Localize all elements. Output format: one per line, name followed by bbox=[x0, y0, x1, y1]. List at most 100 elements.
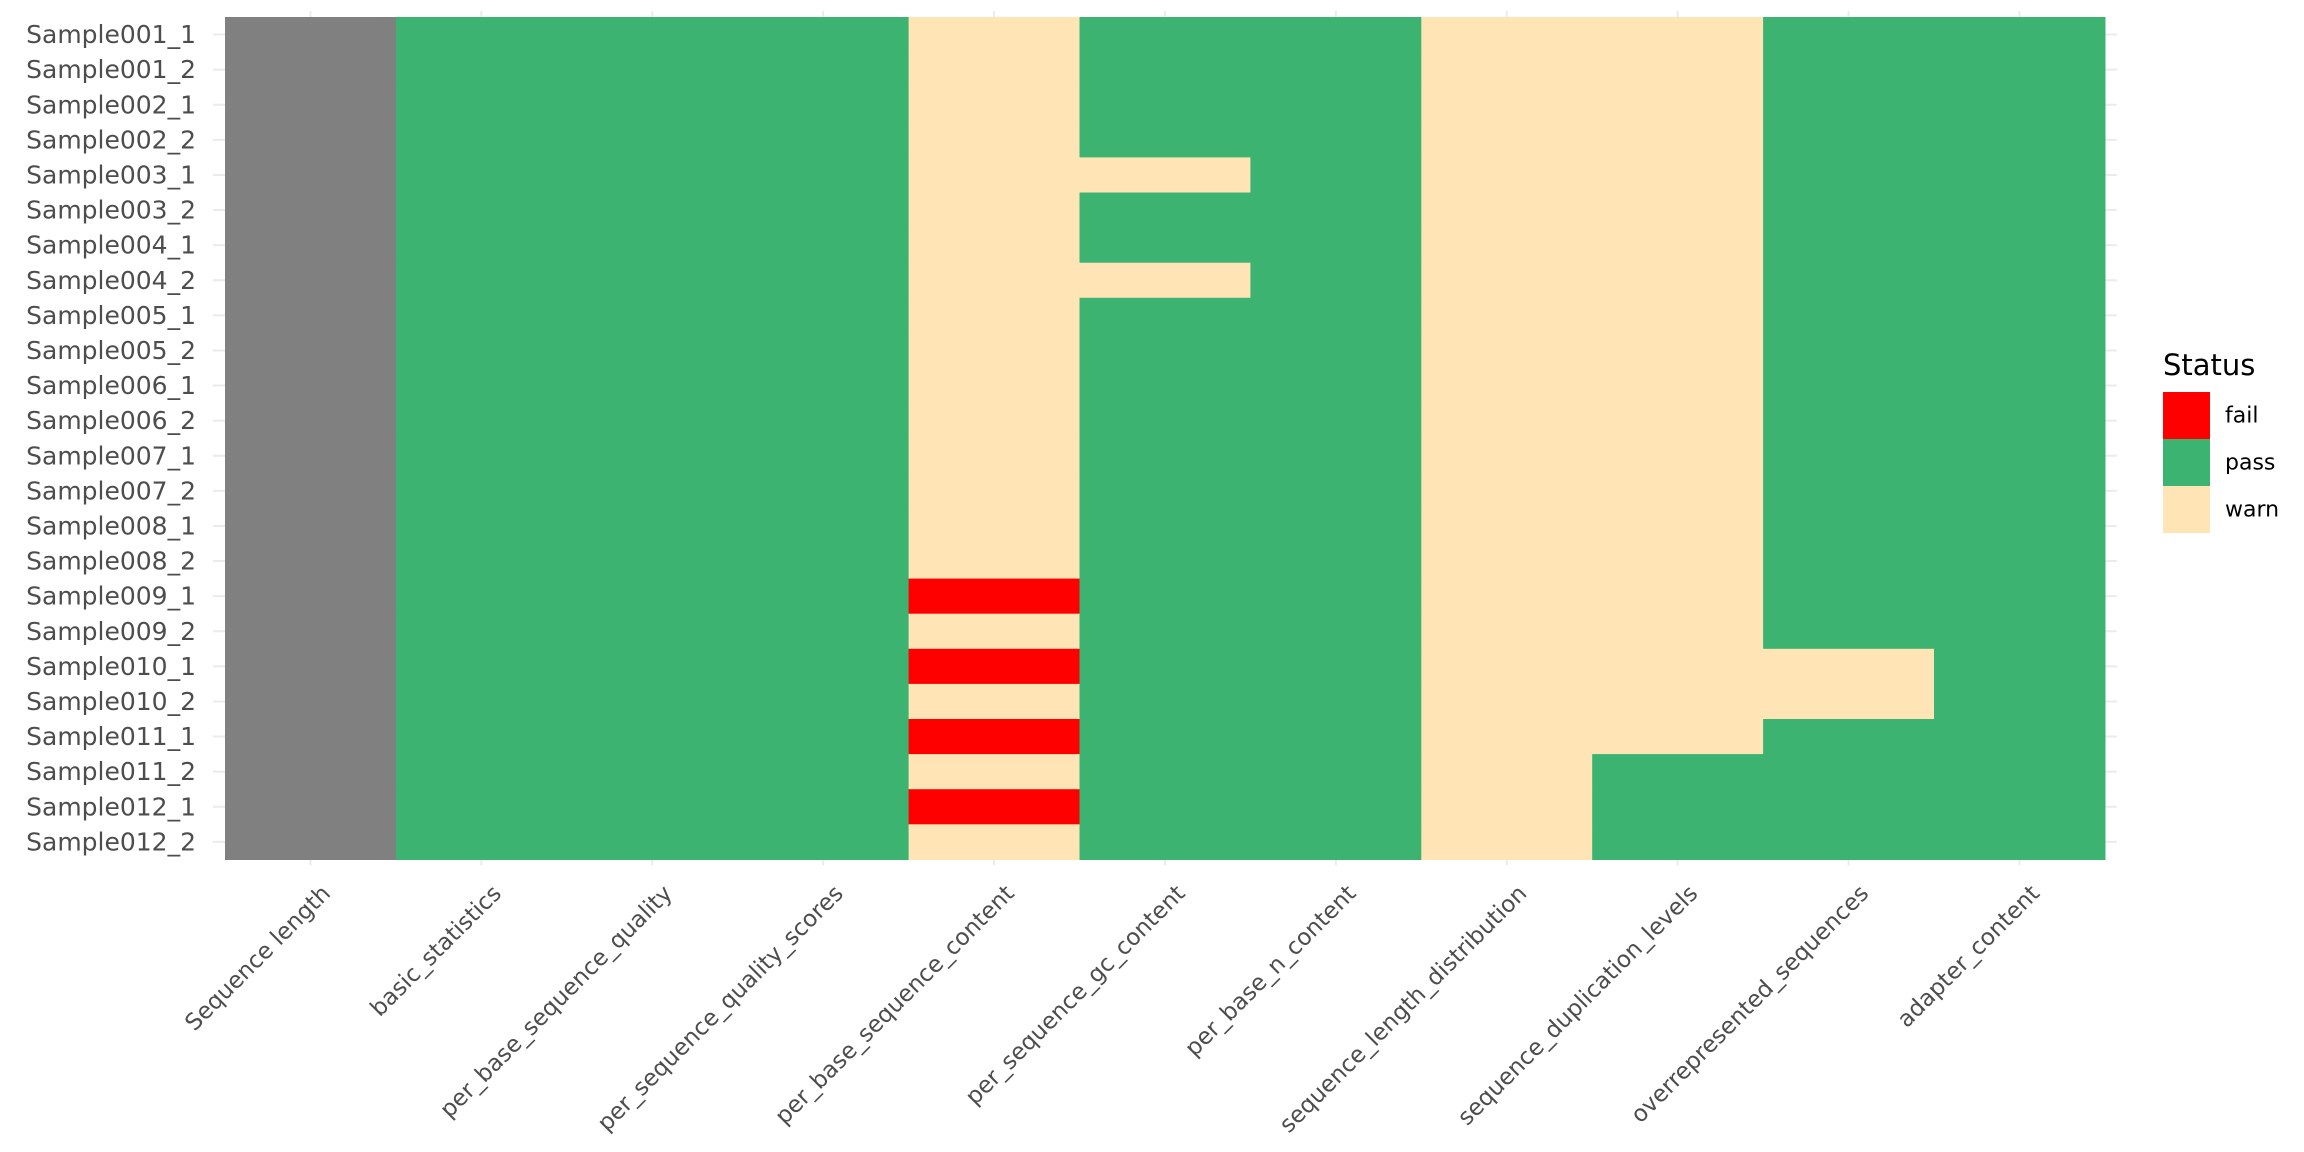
heatmap-cell bbox=[1250, 227, 1422, 264]
heatmap-cell bbox=[1421, 332, 1593, 369]
heatmap-cell bbox=[908, 122, 1081, 158]
x-tick-labels: Sequence length basic_statistics per_base_… bbox=[180, 881, 2045, 1139]
heatmap-cell bbox=[225, 508, 397, 545]
heatmap-cell bbox=[1763, 297, 1935, 334]
heatmap-cell bbox=[1763, 754, 1935, 790]
heatmap-cell bbox=[1421, 648, 1593, 685]
heatmap-cell bbox=[395, 157, 568, 194]
heatmap-cell bbox=[908, 578, 1081, 615]
heatmap-cell bbox=[1421, 157, 1593, 194]
heatmap-cell bbox=[1421, 578, 1593, 615]
heatmap-cell bbox=[1421, 683, 1593, 720]
heatmap-cell bbox=[566, 578, 739, 615]
heatmap-cell bbox=[737, 332, 910, 369]
y-tick-labels: Sample001_1 Sample001_2 Sample002_1 Sample0… bbox=[26, 20, 196, 856]
heatmap-cell bbox=[1763, 403, 1935, 439]
heatmap-cell bbox=[1079, 754, 1251, 790]
heatmap-cell bbox=[1763, 578, 1935, 615]
heatmap-cell bbox=[908, 719, 1081, 755]
heatmap-cell bbox=[395, 719, 568, 755]
heatmap-cell bbox=[1079, 297, 1251, 334]
heatmap-cell bbox=[1763, 87, 1935, 123]
legend-key-fail bbox=[2163, 392, 2210, 439]
heatmap-cell bbox=[1934, 543, 2106, 580]
heatmap-cell bbox=[1934, 368, 2106, 404]
heatmap-cell bbox=[1079, 719, 1251, 755]
heatmap-cell bbox=[1592, 403, 1764, 439]
legend-label-pass: pass bbox=[2225, 451, 2275, 476]
heatmap-cell bbox=[908, 754, 1081, 790]
heatmap-cell bbox=[1421, 543, 1593, 580]
heatmap-cell bbox=[1592, 683, 1764, 720]
heatmap-cell bbox=[737, 613, 910, 650]
y-tick-label: Sample006_2 bbox=[26, 406, 196, 435]
heatmap-cell bbox=[1592, 332, 1764, 369]
heatmap-cell bbox=[566, 17, 739, 53]
heatmap-cell bbox=[566, 297, 739, 334]
heatmap-cell bbox=[1592, 438, 1764, 474]
y-tick-label: Sample002_2 bbox=[26, 125, 196, 154]
x-tick-label: basic_statistics bbox=[366, 881, 507, 1022]
heatmap-cell bbox=[395, 438, 568, 474]
y-tick-label: Sample010_2 bbox=[26, 687, 196, 716]
heatmap-cell bbox=[1763, 824, 1935, 860]
heatmap-cell bbox=[1592, 122, 1764, 158]
heatmap-cell bbox=[908, 824, 1081, 860]
heatmap-cell bbox=[395, 332, 568, 369]
heatmap-cell bbox=[566, 52, 739, 88]
heatmap-cell bbox=[737, 578, 910, 615]
heatmap-cell bbox=[908, 789, 1081, 825]
heatmap-cell bbox=[225, 262, 397, 299]
heatmap-cell bbox=[566, 157, 739, 194]
heatmap-cell bbox=[225, 438, 397, 474]
heatmap-cell bbox=[566, 192, 739, 229]
heatmap-cell bbox=[1079, 192, 1251, 229]
heatmap-cell bbox=[908, 52, 1081, 88]
y-tick-label: Sample012_1 bbox=[26, 792, 196, 821]
heatmap-cell bbox=[1592, 754, 1764, 790]
heatmap-cell bbox=[1079, 87, 1251, 123]
heatmap-cell bbox=[1250, 754, 1422, 790]
heatmap-cell bbox=[1250, 438, 1422, 474]
heatmap-cell bbox=[1079, 157, 1251, 194]
legend-label-warn: warn bbox=[2225, 498, 2279, 523]
heatmap-cell bbox=[395, 543, 568, 580]
heatmap-cell bbox=[1934, 262, 2106, 299]
heatmap-cell bbox=[1421, 438, 1593, 474]
heatmap-cell bbox=[1079, 438, 1251, 474]
heatmap-cell bbox=[737, 403, 910, 439]
heatmap-cell bbox=[1421, 754, 1593, 790]
heatmap-cell bbox=[566, 683, 739, 720]
heatmap-cell bbox=[225, 368, 397, 404]
legend: Status fail pass warn bbox=[2163, 348, 2279, 533]
heatmap-cell bbox=[1421, 824, 1593, 860]
heatmap-cell bbox=[1592, 789, 1764, 825]
heatmap-cell bbox=[1421, 192, 1593, 229]
heatmap-cell bbox=[737, 52, 910, 88]
heatmap-cell bbox=[225, 227, 397, 264]
heatmap-cell bbox=[566, 508, 739, 545]
heatmap-cell bbox=[737, 368, 910, 404]
heatmap-cell bbox=[1250, 613, 1422, 650]
heatmap-cell bbox=[737, 262, 910, 299]
heatmap-cell bbox=[1592, 262, 1764, 299]
heatmap-cell bbox=[737, 17, 910, 53]
heatmap-cell bbox=[1250, 297, 1422, 334]
heatmap-cell bbox=[737, 192, 910, 229]
heatmap-cell bbox=[1250, 648, 1422, 685]
heatmap-cell bbox=[1421, 297, 1593, 334]
heatmap-cell bbox=[737, 719, 910, 755]
heatmap-cell bbox=[1934, 52, 2106, 88]
heatmap-cell bbox=[1079, 543, 1251, 580]
heatmap-cell bbox=[1763, 473, 1935, 509]
y-tick-label: Sample004_1 bbox=[26, 231, 196, 260]
heatmap-cell bbox=[1421, 87, 1593, 123]
heatmap-cell bbox=[1592, 297, 1764, 334]
heatmap-cell bbox=[1763, 648, 1935, 685]
heatmap-cell bbox=[1250, 683, 1422, 720]
heatmap-cell bbox=[1934, 297, 2106, 334]
heatmap-cell bbox=[1421, 52, 1593, 88]
heatmap-cell bbox=[395, 17, 568, 53]
heatmap-cell bbox=[225, 332, 397, 369]
heatmap-cell bbox=[1421, 17, 1593, 53]
